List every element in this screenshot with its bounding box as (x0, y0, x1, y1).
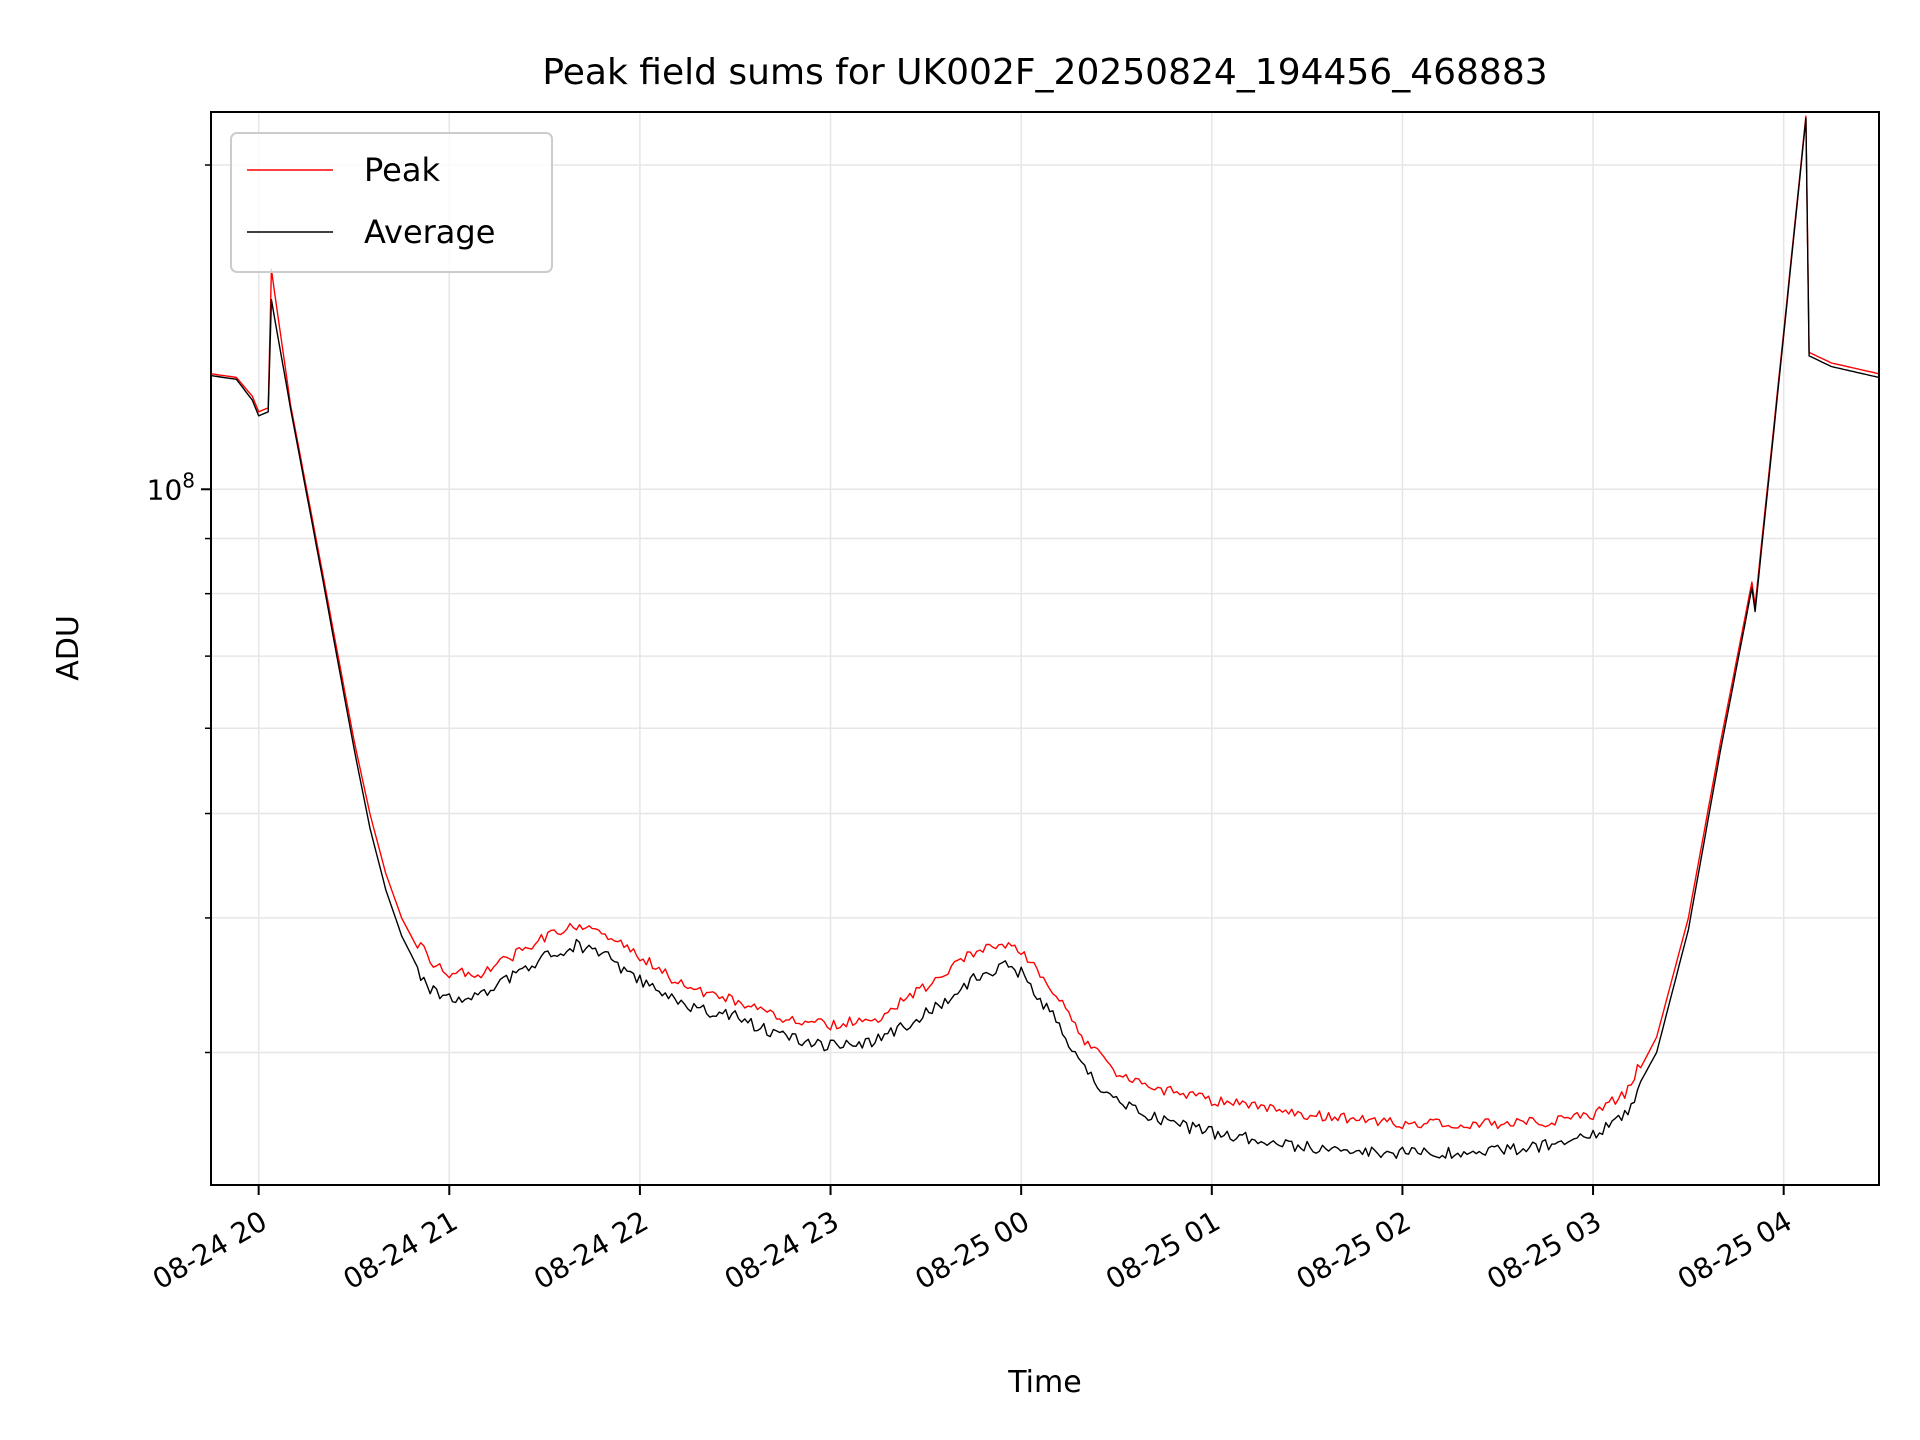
y-tick-label: 108 (147, 468, 195, 506)
series-line-average (210, 117, 1880, 1159)
plot-area-frame (210, 111, 1880, 1186)
legend: Peak Average (230, 132, 553, 273)
chart-title: Peak field sums for UK002F_20250824_1944… (542, 52, 1547, 93)
grid-layer (211, 112, 1879, 1185)
legend-label-peak: Peak (364, 151, 440, 189)
legend-box (230, 132, 553, 273)
series-layer (210, 115, 1880, 1159)
y-axis-label: ADU (51, 615, 86, 681)
y-tick-label-base: 10 (147, 473, 183, 506)
y-tick-label-exponent: 8 (182, 468, 195, 492)
legend-label-average: Average (364, 213, 495, 251)
x-axis-label: Time (1007, 1365, 1081, 1400)
series-line-peak (210, 115, 1880, 1130)
y-axis-ticks: 108 (147, 164, 211, 1054)
